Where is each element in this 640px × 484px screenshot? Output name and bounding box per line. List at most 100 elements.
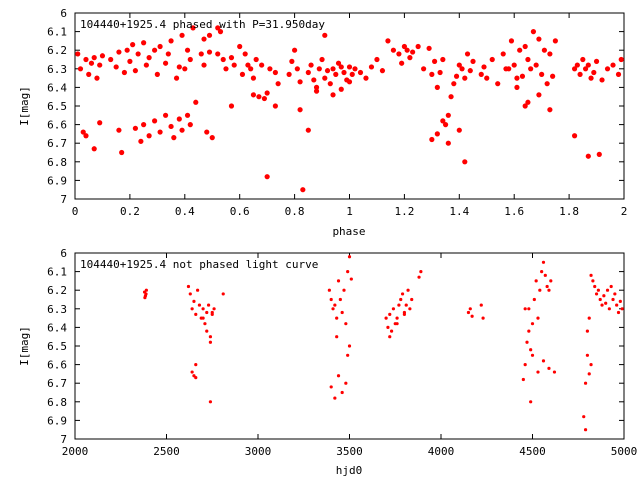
data-point [429, 71, 435, 77]
data-point [577, 71, 583, 77]
data-point [187, 122, 193, 128]
data-point [549, 279, 553, 283]
data-point [552, 38, 558, 44]
data-point [344, 322, 348, 326]
data-point [539, 71, 545, 77]
data-point [346, 64, 353, 70]
x-tick-label: 5000 [611, 445, 638, 458]
data-point [144, 292, 148, 296]
data-point [534, 279, 538, 283]
data-point [228, 103, 235, 109]
data-point [157, 43, 163, 50]
data-point [470, 314, 474, 318]
data-point [171, 135, 177, 141]
data-point [294, 66, 300, 72]
data-point [585, 353, 590, 357]
y-tick-label: 6 [60, 247, 67, 260]
data-point [336, 279, 341, 283]
data-point [543, 273, 547, 277]
data-point [429, 136, 435, 143]
y-tick-labels: 6 6.1 6.2 6.3 6.4 6.5 6.6 6.7 6.8 6.9 7 [47, 247, 67, 446]
data-point [197, 303, 202, 307]
data-point [329, 297, 333, 302]
x-tick-label: 1.4 [449, 205, 469, 218]
data-point [400, 292, 405, 296]
data-point [209, 135, 215, 141]
data-point [571, 66, 578, 72]
data-point [541, 359, 546, 363]
data-point [456, 127, 462, 133]
y-tick-labels: 6 6.1 6.2 6.3 6.4 6.5 6.6 6.7 6.8 6.9 7 [47, 7, 67, 206]
data-point [221, 292, 225, 296]
data-point [384, 316, 388, 320]
data-point [297, 79, 303, 85]
data-point [478, 71, 484, 77]
data-point [253, 56, 259, 63]
data-point [591, 279, 595, 283]
data-point [184, 112, 191, 118]
data-point [198, 51, 204, 57]
y-tick-label: 6.3 [47, 303, 67, 316]
data-point [591, 69, 597, 76]
data-point [582, 66, 589, 72]
data-point [445, 140, 451, 146]
data-point [431, 58, 438, 64]
data-point [587, 316, 591, 320]
x-tick-label: 1 [346, 205, 353, 218]
data-point [220, 56, 226, 63]
data-point [523, 307, 527, 311]
data-point [357, 69, 364, 76]
data-point [335, 335, 339, 339]
data-point [613, 292, 617, 296]
data-point [347, 344, 352, 348]
data-point [324, 68, 331, 74]
data-point [333, 396, 337, 400]
data-point [205, 329, 209, 333]
data-point [599, 77, 605, 83]
data-point [533, 62, 539, 68]
data-point [374, 56, 380, 63]
y-tick-label: 6.9 [47, 414, 67, 427]
data-point [440, 118, 446, 124]
data-point [527, 329, 531, 333]
data-point [97, 62, 103, 68]
data-point [349, 71, 355, 77]
y-tick-label: 6.2 [47, 44, 67, 57]
data-point [407, 55, 413, 61]
y-tick-label: 6.9 [47, 174, 67, 187]
data-point [588, 75, 594, 81]
data-point [228, 55, 235, 61]
data-point [445, 112, 451, 118]
data-point [397, 303, 401, 307]
data-point [401, 43, 407, 50]
data-point [408, 307, 412, 311]
data-point [396, 51, 402, 57]
x-tick-label: 0.2 [120, 205, 140, 218]
data-point [331, 307, 335, 311]
data-point [523, 363, 527, 367]
data-point [292, 47, 298, 53]
data-point [522, 43, 528, 50]
data-point [521, 377, 525, 382]
data-point [338, 86, 344, 92]
data-point [305, 127, 311, 133]
data-point [335, 60, 342, 66]
data-point [347, 255, 352, 259]
data-point [223, 66, 229, 72]
data-point [138, 138, 144, 144]
data-point [583, 381, 588, 385]
data-point [184, 47, 191, 53]
data-point [127, 58, 133, 64]
data-point [143, 296, 147, 300]
data-point [130, 42, 136, 48]
data-point [388, 312, 392, 316]
data-point [94, 75, 100, 81]
data-point [402, 312, 406, 316]
data-point [525, 99, 531, 105]
data-point [330, 66, 336, 72]
data-point [333, 71, 339, 77]
data-point [91, 55, 97, 61]
data-point [154, 71, 160, 77]
data-point [239, 71, 246, 77]
data-point [157, 129, 163, 135]
